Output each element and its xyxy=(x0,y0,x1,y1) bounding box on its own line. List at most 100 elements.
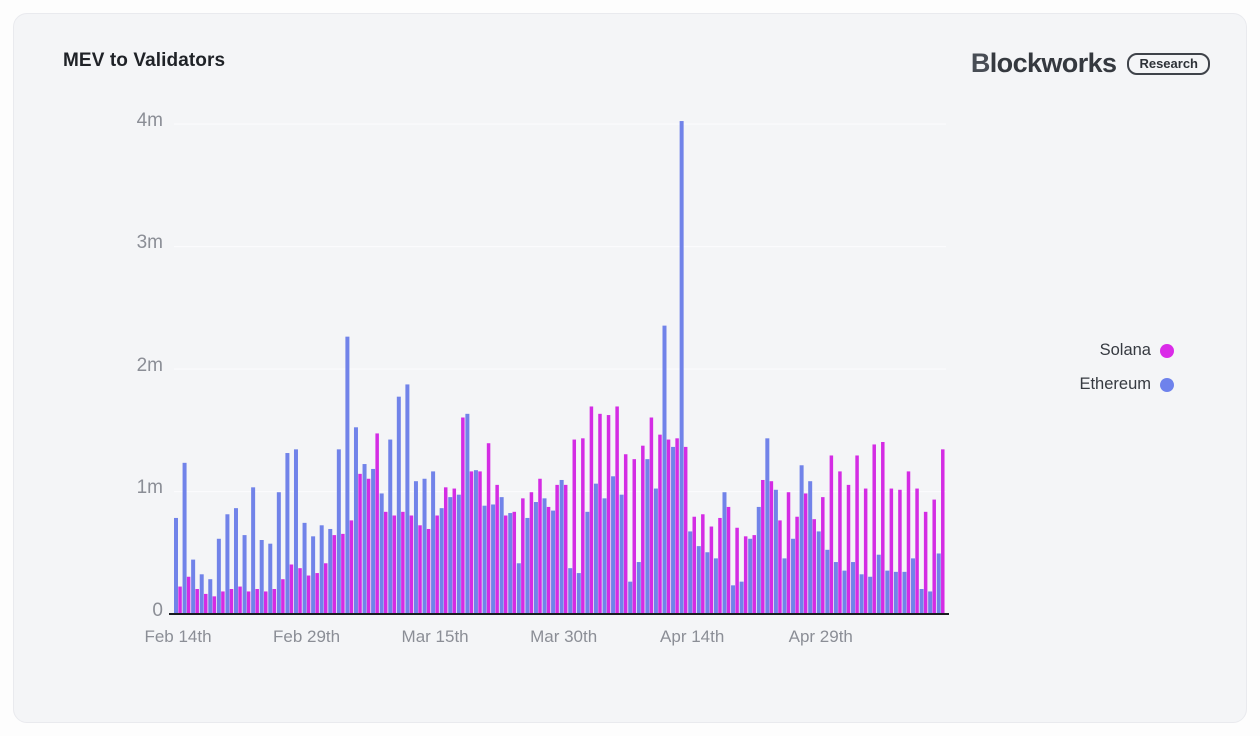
bar-solana xyxy=(281,579,285,614)
bar-ethereum xyxy=(439,508,444,614)
bar-ethereum xyxy=(731,585,736,614)
bar-solana xyxy=(735,527,739,614)
bar-solana xyxy=(855,455,859,614)
bar-solana xyxy=(881,442,885,614)
bar-solana xyxy=(538,478,542,614)
bar-solana xyxy=(598,413,602,614)
y-tick-label-4m: 4m xyxy=(136,109,163,131)
bar-ethereum xyxy=(473,470,478,614)
bar-solana xyxy=(718,517,722,614)
x-tick-label: Mar 15th xyxy=(401,627,469,646)
solana-dot-icon xyxy=(1160,343,1174,358)
x-axis-line xyxy=(169,613,949,615)
bar-solana xyxy=(221,591,225,614)
bar-solana xyxy=(452,488,457,614)
bar-ethereum xyxy=(559,479,564,614)
bar-solana xyxy=(529,492,534,614)
bar-solana xyxy=(341,533,345,614)
bar-solana xyxy=(555,484,559,614)
bar-ethereum xyxy=(413,481,418,614)
bar-solana xyxy=(289,564,294,614)
bar-ethereum xyxy=(593,483,598,614)
bar-ethereum xyxy=(679,121,684,614)
bar-ethereum xyxy=(791,538,796,614)
bar-ethereum xyxy=(705,552,710,614)
bar-solana xyxy=(392,515,397,614)
legend-item-ethereum[interactable]: Ethereum xyxy=(1079,375,1174,394)
bar-solana xyxy=(503,515,508,614)
bar-solana xyxy=(186,576,191,614)
bar-solana xyxy=(915,488,919,614)
bar-solana xyxy=(932,499,936,614)
bar-ethereum xyxy=(611,476,616,614)
bar-ethereum xyxy=(353,427,358,614)
bar-ethereum xyxy=(911,558,916,614)
bar-ethereum xyxy=(688,531,693,614)
bar-ethereum xyxy=(765,438,770,614)
y-tick-label-0: 0 xyxy=(152,599,163,621)
bar-ethereum xyxy=(379,493,384,614)
bar-ethereum xyxy=(568,568,573,614)
bar-solana xyxy=(898,489,902,614)
bar-solana xyxy=(323,563,328,614)
bar-solana xyxy=(332,535,337,614)
bar-solana xyxy=(649,417,654,614)
ethereum-dot-icon xyxy=(1160,377,1174,392)
chart-legend: Solana Ethereum xyxy=(1079,341,1174,394)
bar-solana xyxy=(495,484,499,614)
bar-solana xyxy=(375,433,379,614)
bar-solana xyxy=(795,516,799,614)
bar-solana xyxy=(383,511,388,614)
bar-ethereum xyxy=(876,554,881,614)
bar-ethereum xyxy=(842,570,847,614)
bar-ethereum xyxy=(653,488,658,614)
bar-solana xyxy=(315,573,319,614)
chart-card: MEV to Validators Blockworks Research 0 1… xyxy=(13,13,1247,723)
bar-solana xyxy=(701,514,705,614)
bar-ethereum xyxy=(885,570,890,614)
bar-ethereum xyxy=(336,449,341,614)
bar-solana xyxy=(563,484,568,614)
bar-ethereum xyxy=(499,497,504,614)
bar-solana xyxy=(786,492,791,614)
bar-solana xyxy=(829,455,834,614)
bar-solana xyxy=(923,511,928,614)
bar-ethereum xyxy=(756,506,761,614)
blockworks-b-glyph: B xyxy=(970,48,991,78)
bar-ethereum xyxy=(371,468,376,614)
bar-solana xyxy=(298,568,302,614)
x-tick-label: Apr 29th xyxy=(788,627,853,646)
bar-solana xyxy=(846,484,851,614)
bar-solana xyxy=(803,493,808,614)
bar-ethereum xyxy=(739,581,744,614)
bar-ethereum xyxy=(868,576,873,614)
bar-ethereum xyxy=(551,510,556,614)
bar-ethereum xyxy=(491,504,496,614)
legend-item-solana[interactable]: Solana xyxy=(1100,341,1174,360)
bar-ethereum xyxy=(345,336,350,614)
bar-ethereum xyxy=(216,538,221,614)
bar-ethereum xyxy=(251,487,256,614)
bar-solana xyxy=(306,575,311,614)
bar-solana xyxy=(478,471,482,614)
bar-solana xyxy=(238,586,242,614)
bar-ethereum xyxy=(302,522,307,614)
bar-ethereum xyxy=(233,508,238,614)
bar-solana xyxy=(246,591,251,614)
bar-solana xyxy=(204,593,208,614)
bar-ethereum xyxy=(893,571,898,614)
gridline-3m xyxy=(174,246,946,248)
bar-solana xyxy=(469,471,474,614)
bar-solana xyxy=(709,526,714,614)
chart-canvas xyxy=(169,121,949,615)
bar-ethereum xyxy=(199,574,204,614)
bar-solana xyxy=(178,586,182,614)
bar-ethereum xyxy=(662,325,667,614)
bar-ethereum xyxy=(319,525,324,614)
chart-title: MEV to Validators xyxy=(63,50,226,71)
bar-solana xyxy=(675,438,679,614)
bar-solana xyxy=(615,406,619,614)
bar-solana xyxy=(418,525,422,614)
bar-ethereum xyxy=(696,546,701,614)
bar-solana xyxy=(358,473,362,614)
